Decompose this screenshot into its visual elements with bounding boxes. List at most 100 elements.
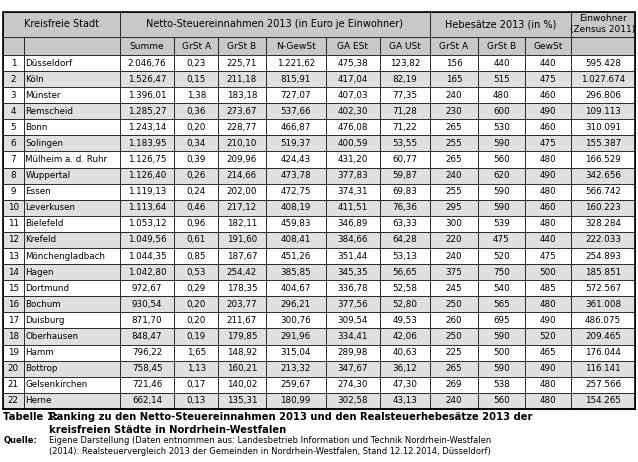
Text: 480: 480 [540, 300, 556, 309]
Bar [3, 87, 24, 103]
Bar [24, 393, 120, 409]
Text: 1.285,27: 1.285,27 [128, 107, 167, 116]
Text: 848,47: 848,47 [132, 332, 163, 341]
Text: GA USt: GA USt [389, 42, 421, 51]
Bar [571, 264, 635, 280]
Bar [24, 55, 120, 71]
Bar [478, 361, 524, 377]
Text: 0,85: 0,85 [186, 251, 206, 261]
Bar [174, 168, 218, 184]
Bar [571, 12, 635, 37]
Text: 385,85: 385,85 [280, 267, 311, 277]
Bar [326, 248, 380, 264]
Text: 480: 480 [540, 380, 556, 389]
Bar [380, 312, 430, 328]
Text: 310.091: 310.091 [585, 123, 621, 132]
Text: 404,67: 404,67 [281, 284, 311, 293]
Text: 182,11: 182,11 [227, 219, 257, 228]
Bar [478, 377, 524, 393]
Bar [326, 152, 380, 168]
Text: 180,99: 180,99 [281, 396, 311, 405]
Text: 347,67: 347,67 [338, 364, 368, 373]
Bar [478, 55, 524, 71]
Text: Oberhausen: Oberhausen [26, 332, 78, 341]
Bar [571, 37, 635, 55]
Bar [265, 184, 326, 200]
Bar [571, 168, 635, 184]
Bar [326, 345, 380, 361]
Text: Einwohner
(Zensus 2011): Einwohner (Zensus 2011) [570, 14, 635, 35]
Text: 123,82: 123,82 [390, 59, 420, 67]
Bar [524, 55, 571, 71]
Text: 490: 490 [540, 316, 556, 325]
Text: 486.075: 486.075 [585, 316, 621, 325]
Text: 240: 240 [446, 91, 463, 100]
Bar [24, 377, 120, 393]
Bar [218, 200, 265, 216]
Bar [478, 328, 524, 345]
Bar [120, 296, 174, 312]
Bar [478, 296, 524, 312]
Bar [430, 264, 478, 280]
Text: 375: 375 [445, 267, 463, 277]
Bar [478, 184, 524, 200]
Text: 240: 240 [446, 396, 463, 405]
Text: 265: 265 [446, 364, 463, 373]
Bar [24, 184, 120, 200]
Text: 59,87: 59,87 [392, 171, 417, 180]
Text: 590: 590 [493, 364, 510, 373]
Bar [3, 168, 24, 184]
Bar [174, 264, 218, 280]
Text: 209.465: 209.465 [585, 332, 621, 341]
Text: 0,20: 0,20 [186, 123, 206, 132]
Text: 8: 8 [11, 171, 16, 180]
Bar [478, 71, 524, 87]
Bar [571, 152, 635, 168]
Text: 135,31: 135,31 [226, 396, 257, 405]
Text: GrSt B: GrSt B [227, 42, 256, 51]
Text: 490: 490 [540, 107, 556, 116]
Text: 20: 20 [8, 364, 19, 373]
Bar [265, 232, 326, 248]
Bar [265, 377, 326, 393]
Text: 76,36: 76,36 [392, 203, 417, 213]
Bar [3, 393, 24, 409]
Bar [571, 296, 635, 312]
Text: 71,28: 71,28 [392, 107, 417, 116]
Text: Wuppertal: Wuppertal [26, 171, 71, 180]
Bar [430, 216, 478, 232]
Text: 254,42: 254,42 [227, 267, 257, 277]
Text: 1: 1 [11, 59, 16, 67]
Bar [380, 345, 430, 361]
Bar [326, 361, 380, 377]
Bar [571, 248, 635, 264]
Bar [380, 296, 430, 312]
Bar [24, 361, 120, 377]
Bar [3, 328, 24, 345]
Bar [380, 152, 430, 168]
Text: Hebesätze 2013 (in %): Hebesätze 2013 (in %) [445, 19, 556, 30]
Text: 566.742: 566.742 [585, 187, 621, 196]
Text: 342.656: 342.656 [585, 171, 621, 180]
Text: Ranking zu den Netto-Steuereinnahmen 2013 und den Realsteuerhebesätze 2013 der
k: Ranking zu den Netto-Steuereinnahmen 201… [49, 412, 533, 435]
Text: 480: 480 [540, 219, 556, 228]
Bar [174, 361, 218, 377]
Bar [571, 71, 635, 87]
Bar [218, 87, 265, 103]
Text: 727,07: 727,07 [281, 91, 311, 100]
Text: 537,66: 537,66 [281, 107, 311, 116]
Bar [24, 135, 120, 152]
Text: 9: 9 [11, 187, 16, 196]
Text: 300: 300 [445, 219, 463, 228]
Bar [571, 312, 635, 328]
Text: 0,19: 0,19 [186, 332, 206, 341]
Bar [174, 377, 218, 393]
Bar [265, 216, 326, 232]
Text: 520: 520 [540, 332, 556, 341]
Text: 187,67: 187,67 [226, 251, 257, 261]
Text: Quelle:: Quelle: [3, 436, 37, 444]
Text: 47,30: 47,30 [392, 380, 417, 389]
Bar [430, 312, 478, 328]
Text: 211,18: 211,18 [227, 74, 257, 84]
Bar [3, 232, 24, 248]
